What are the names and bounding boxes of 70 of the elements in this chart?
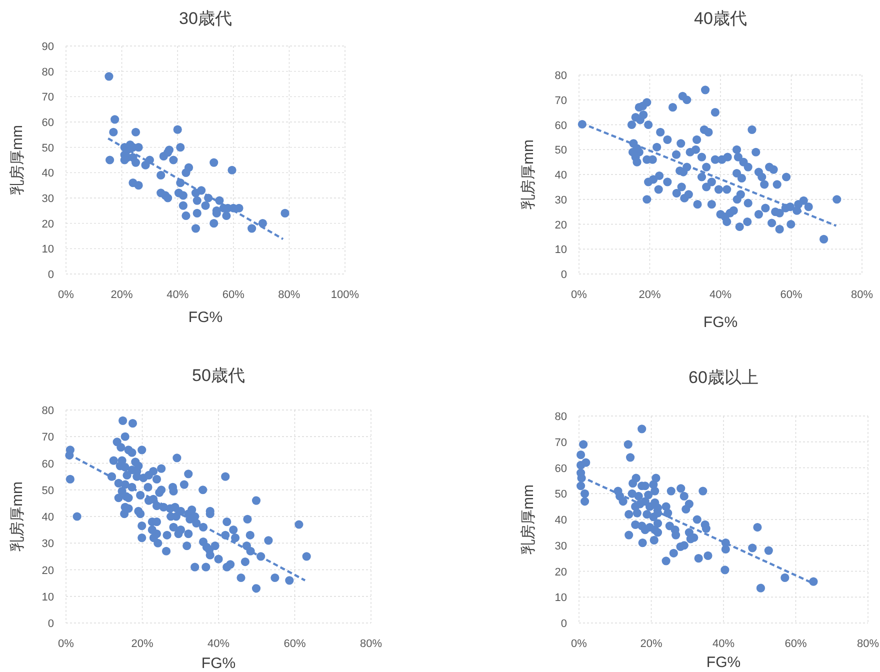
y-tick-label: 60 <box>554 462 567 475</box>
x-tick-label: 20% <box>638 289 661 301</box>
y-tick-label: 80 <box>554 70 567 82</box>
x-tick-label: 40% <box>166 289 189 301</box>
x-tick-label: 80% <box>278 289 300 301</box>
y-tick-label: 70 <box>554 436 567 449</box>
x-tick-label: 40% <box>709 289 732 301</box>
y-tick-label: 20 <box>554 219 567 232</box>
y-tick-label: 90 <box>42 41 54 53</box>
y-tick-label: 10 <box>554 592 567 604</box>
x-tick-label: 100% <box>330 289 360 301</box>
x-axis-title: FG% <box>706 654 741 671</box>
y-tick-label: 0 <box>560 618 567 630</box>
chart-title: 30歳代 <box>179 9 232 28</box>
y-tick-label: 20 <box>554 566 567 578</box>
y-tick-label: 30 <box>42 538 54 550</box>
y-axis-title: 乳房厚mm <box>520 484 537 554</box>
x-axis-title: FG% <box>201 655 236 672</box>
y-tick-label: 30 <box>42 193 54 205</box>
y-tick-label: 40 <box>554 514 567 526</box>
y-tick-label: 70 <box>42 432 54 444</box>
x-tick-label: 0% <box>571 289 588 301</box>
y-tick-label: 60 <box>42 117 54 129</box>
y-tick-label: 0 <box>48 618 54 630</box>
x-tick-label: 40% <box>207 638 230 650</box>
x-tick-label: 0% <box>571 638 588 650</box>
y-tick-label: 0 <box>48 269 54 281</box>
y-tick-label: 80 <box>42 405 54 417</box>
y-tick-label: 0 <box>560 269 567 281</box>
y-axis-title: 乳房厚mm <box>9 125 26 195</box>
y-tick-label: 50 <box>554 488 567 501</box>
x-axis-title: FG% <box>188 309 223 326</box>
y-tick-label: 50 <box>42 142 54 154</box>
y-tick-label: 40 <box>42 512 54 524</box>
chart-title: 50歳代 <box>192 366 245 385</box>
x-tick-label: 80% <box>850 289 874 301</box>
y-tick-label: 50 <box>42 484 54 497</box>
x-tick-label: 0% <box>58 638 74 650</box>
y-axis-title: 乳房厚mm <box>9 482 26 552</box>
x-tick-label: 20% <box>640 638 662 650</box>
y-tick-label: 20 <box>42 218 54 230</box>
x-tick-label: 60% <box>784 638 807 650</box>
y-tick-label: 20 <box>42 564 54 577</box>
x-tick-label: 60% <box>780 289 802 301</box>
x-tick-label: 40% <box>712 638 735 650</box>
x-tick-label: 60% <box>284 638 306 650</box>
chart-title: 40歳代 <box>694 9 747 28</box>
y-tick-label: 80 <box>42 66 54 78</box>
y-axis-title: 乳房厚mm <box>520 140 537 210</box>
y-tick-label: 30 <box>554 540 567 552</box>
y-tick-label: 70 <box>42 92 54 104</box>
y-tick-label: 10 <box>554 244 567 256</box>
x-tick-label: 60% <box>222 289 245 301</box>
y-tick-label: 80 <box>554 411 567 423</box>
y-tick-label: 10 <box>42 244 54 256</box>
x-axis-title: FG% <box>703 314 738 331</box>
y-tick-label: 70 <box>554 94 567 107</box>
x-tick-label: 20% <box>110 289 134 301</box>
y-tick-label: 60 <box>554 120 567 132</box>
x-tick-label: 80% <box>360 638 382 650</box>
y-tick-label: 50 <box>554 144 567 157</box>
chart-title: 60歳以上 <box>688 368 758 387</box>
y-tick-label: 40 <box>42 168 54 180</box>
y-tick-label: 30 <box>554 194 567 206</box>
x-tick-label: 80% <box>856 638 880 650</box>
y-tick-label: 40 <box>554 170 567 182</box>
y-tick-label: 60 <box>42 458 54 470</box>
x-tick-label: 20% <box>131 638 154 650</box>
y-tick-label: 10 <box>42 591 54 604</box>
x-tick-label: 0% <box>58 289 74 301</box>
